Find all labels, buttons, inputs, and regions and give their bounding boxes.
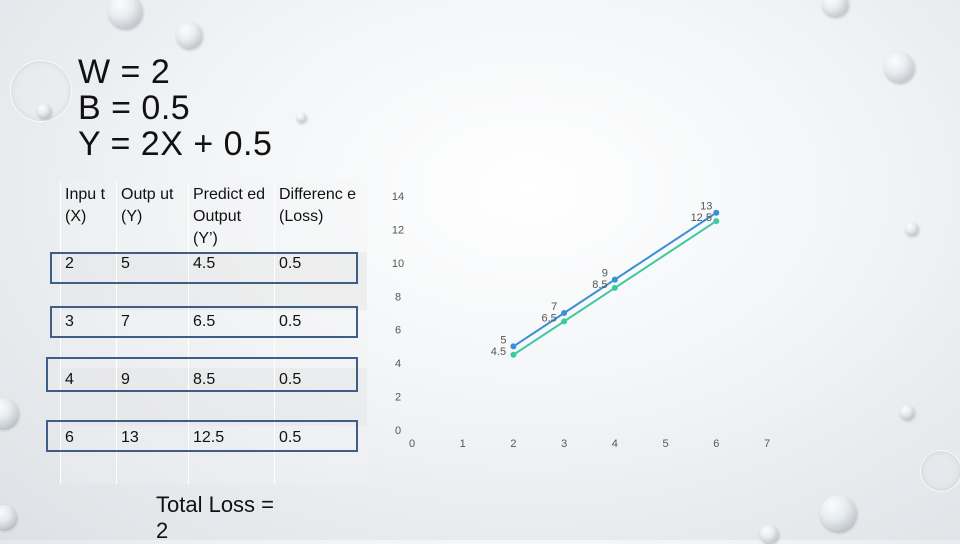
table-cell: 4.5 xyxy=(188,252,275,310)
data-point xyxy=(510,343,517,350)
x-tick-label: 3 xyxy=(561,438,567,450)
total-loss: Total Loss = 2 xyxy=(156,492,316,544)
y-tick-label: 12 xyxy=(392,224,404,236)
table-header-row: Inpu t (X) Outp ut (Y) Predict ed Output… xyxy=(60,182,367,252)
x-tick-label: 4 xyxy=(612,438,618,450)
data-label: 8.5 xyxy=(592,279,607,291)
data-point xyxy=(510,351,517,358)
x-tick-label: 5 xyxy=(663,438,669,450)
data-point xyxy=(611,276,618,283)
table-cell: 6 xyxy=(60,426,117,484)
title-line-bias: B = 0.5 xyxy=(78,89,191,127)
table-row: 2 5 4.5 0.5 xyxy=(60,252,367,310)
data-point xyxy=(611,284,618,291)
data-point xyxy=(713,209,720,216)
data-point xyxy=(561,310,568,316)
table-cell: 2 xyxy=(60,252,117,310)
table-cell: 0.5 xyxy=(274,252,367,310)
x-tick-label: 6 xyxy=(713,438,719,450)
series-line xyxy=(512,220,717,356)
data-label: 6.5 xyxy=(541,312,556,324)
data-label: 9 xyxy=(602,268,608,280)
table-cell: 13 xyxy=(116,426,189,484)
table-cell: 4 xyxy=(60,368,117,426)
slide-title: W = 2 B = 0.5 Y = 2X + 0.5 xyxy=(78,54,272,162)
table-cell: 8.5 xyxy=(188,368,275,426)
table-cell: 5 xyxy=(116,252,189,310)
data-point xyxy=(713,218,720,225)
table-row: 4 9 8.5 0.5 xyxy=(60,368,367,426)
data-label: 7 xyxy=(551,301,557,313)
total-loss-label: Total Loss = xyxy=(156,492,275,517)
x-tick-label: 0 xyxy=(409,438,415,450)
y-tick-label: 14 xyxy=(392,191,404,203)
title-line-equation: Y = 2X + 0.5 xyxy=(78,125,273,163)
total-loss-value: 2 xyxy=(156,518,169,543)
table-cell: 12.5 xyxy=(188,426,275,484)
y-tick-label: 8 xyxy=(395,291,401,303)
data-label: 12.5 xyxy=(691,212,712,224)
data-label: 5 xyxy=(500,334,506,346)
header-output-y: Outp ut (Y) xyxy=(116,182,189,252)
x-tick-label: 1 xyxy=(460,438,466,450)
series-line xyxy=(512,211,717,348)
x-tick-label: 7 xyxy=(764,438,770,450)
table-cell: 0.5 xyxy=(274,368,367,426)
table-row: 6 13 12.5 0.5 xyxy=(60,426,367,484)
y-tick-label: 10 xyxy=(392,258,404,270)
header-difference-loss: Differenc e (Loss) xyxy=(274,182,367,252)
y-tick-label: 0 xyxy=(395,425,401,437)
title-line-weight: W = 2 xyxy=(78,53,171,91)
table-cell: 0.5 xyxy=(274,426,367,484)
y-tick-label: 2 xyxy=(395,392,401,404)
y-tick-label: 6 xyxy=(395,325,401,337)
header-input-x: Inpu t (X) xyxy=(60,182,117,252)
header-predicted-output: Predict ed Output (Y’) xyxy=(188,182,275,252)
data-point xyxy=(561,318,568,325)
table-cell: 9 xyxy=(116,368,189,426)
y-tick-label: 4 xyxy=(395,358,401,370)
x-tick-label: 2 xyxy=(510,438,516,450)
data-label: 13 xyxy=(700,201,712,213)
data-label: 4.5 xyxy=(491,346,506,358)
